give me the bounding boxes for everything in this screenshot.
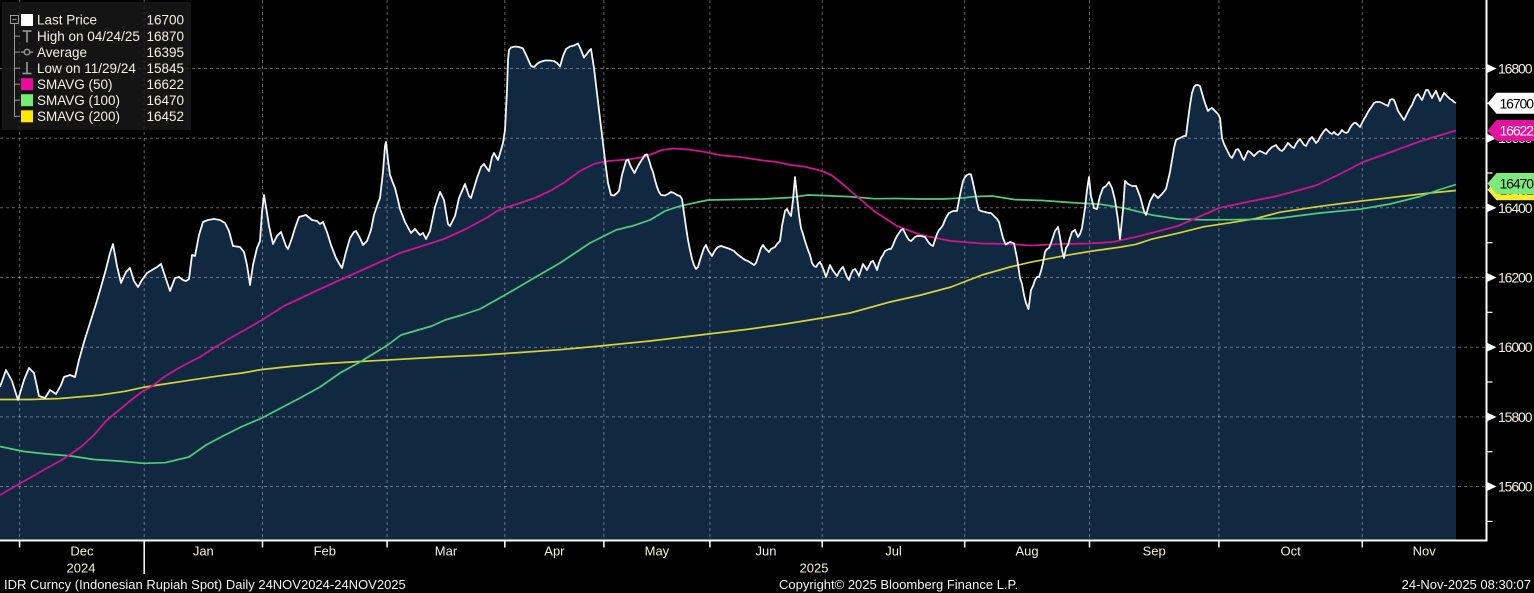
svg-text:Low on 11/29/24: Low on 11/29/24 xyxy=(37,61,136,76)
svg-text:16400: 16400 xyxy=(1498,200,1533,216)
svg-text:Jan: Jan xyxy=(193,544,214,559)
svg-text:16622: 16622 xyxy=(1500,123,1534,139)
svg-text:16470: 16470 xyxy=(1500,176,1534,192)
svg-text:16395: 16395 xyxy=(146,45,184,60)
svg-text:Sep: Sep xyxy=(1143,544,1166,559)
svg-text:IDR Curncy (Indonesian Rupiah: IDR Curncy (Indonesian Rupiah Spot) Dail… xyxy=(4,577,406,592)
svg-text:Feb: Feb xyxy=(314,544,336,559)
svg-text:Aug: Aug xyxy=(1016,544,1039,559)
svg-text:Jul: Jul xyxy=(885,544,902,559)
svg-text:High on 04/24/25: High on 04/24/25 xyxy=(37,29,140,44)
svg-text:Copyright© 2025 Bloomberg Fina: Copyright© 2025 Bloomberg Finance L.P. xyxy=(779,577,1018,592)
svg-text:Apr: Apr xyxy=(544,544,565,559)
svg-text:SMAVG (200): SMAVG (200) xyxy=(37,109,120,124)
svg-text:16200: 16200 xyxy=(1498,270,1533,286)
svg-text:16622: 16622 xyxy=(146,77,184,92)
svg-text:16700: 16700 xyxy=(146,13,184,28)
svg-text:16700: 16700 xyxy=(1500,95,1534,111)
svg-text:16000: 16000 xyxy=(1498,339,1533,355)
svg-text:Mar: Mar xyxy=(435,544,458,559)
svg-text:16800: 16800 xyxy=(1498,61,1533,77)
svg-text:16470: 16470 xyxy=(146,93,184,108)
svg-text:16452: 16452 xyxy=(146,109,184,124)
svg-text:Last Price: Last Price xyxy=(37,13,97,28)
svg-text:SMAVG (100): SMAVG (100) xyxy=(37,93,120,108)
svg-text:Nov: Nov xyxy=(1413,544,1437,559)
svg-text:2025: 2025 xyxy=(800,561,829,576)
svg-text:Average: Average xyxy=(37,45,87,60)
svg-text:Dec: Dec xyxy=(70,544,94,559)
svg-text:2024: 2024 xyxy=(67,561,96,576)
svg-text:Jun: Jun xyxy=(756,544,777,559)
svg-text:May: May xyxy=(645,544,670,559)
svg-text:Oct: Oct xyxy=(1280,544,1301,559)
svg-text:SMAVG (50): SMAVG (50) xyxy=(37,77,113,92)
svg-text:15600: 15600 xyxy=(1498,479,1533,495)
svg-text:16870: 16870 xyxy=(146,29,184,44)
svg-text:24-Nov-2025 08:30:07: 24-Nov-2025 08:30:07 xyxy=(1402,577,1531,592)
svg-text:15845: 15845 xyxy=(146,61,184,76)
svg-text:15800: 15800 xyxy=(1498,409,1533,425)
